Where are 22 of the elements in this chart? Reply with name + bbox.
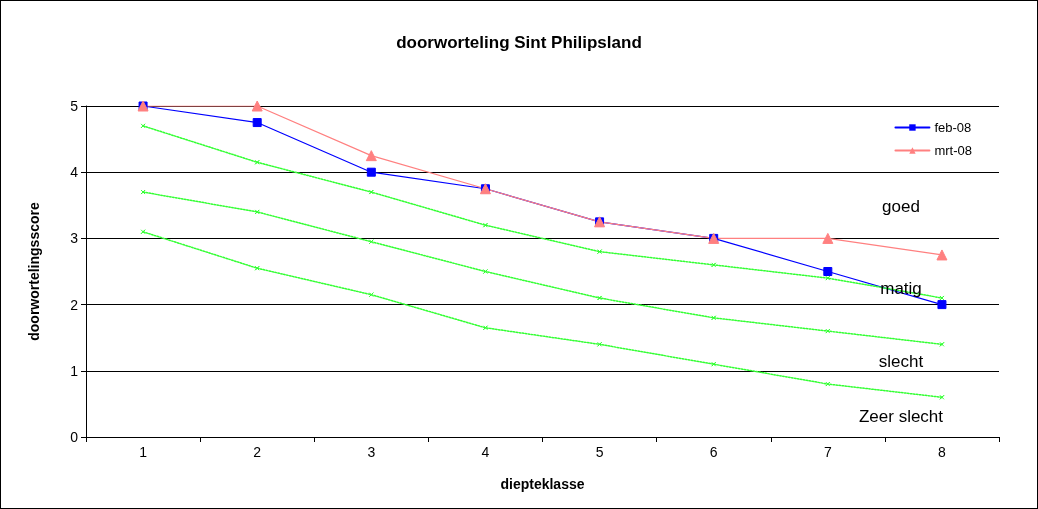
annotation: Zeer slecht [858, 406, 944, 426]
x-tick-label: 6 [709, 444, 718, 460]
legend-label: mrt-08 [934, 143, 972, 158]
annotation: goed [882, 196, 920, 216]
x-tick-label: 4 [481, 444, 490, 460]
x-axis-title: diepteklasse [500, 476, 585, 492]
y-tick-label: 2 [70, 296, 79, 313]
legend-label: feb-08 [934, 120, 972, 135]
y-tick-label: 0 [70, 429, 79, 445]
y-tick-label: 1 [70, 362, 79, 379]
x-tick-label: 8 [938, 444, 947, 460]
x-tick-label: 2 [253, 444, 262, 460]
y-tick-label: 4 [70, 164, 79, 181]
x-tick-label: 3 [367, 444, 376, 460]
x-tick-label: 7 [823, 444, 832, 460]
annotation: slecht [878, 351, 924, 371]
y-tick-label: 3 [70, 230, 79, 247]
y-tick-label: 5 [70, 98, 79, 114]
chart-title: doorworteling Sint Philipsland [396, 33, 642, 52]
y-axis-title: doorwortelingsscore [26, 202, 42, 341]
x-tick-label: 5 [595, 444, 604, 460]
x-tick-label: 1 [139, 444, 148, 460]
